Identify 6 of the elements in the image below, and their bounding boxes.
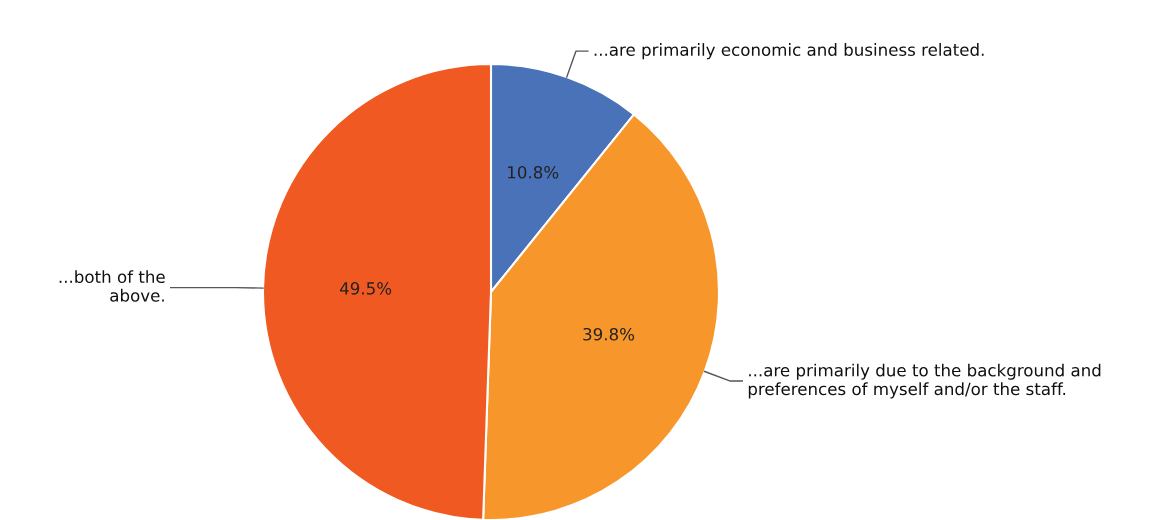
data-label: 10.8% (508, 165, 559, 179)
data-label: 49.5% (339, 282, 392, 295)
slice-label: ...are primarily economic and business related. (594, 43, 984, 60)
slice-label: ...are primarily due to the background and preferences of myself and/or the staff. (748, 363, 1101, 399)
slice-label: ...both of the above. (59, 270, 165, 302)
data-label: 39.8% (583, 327, 635, 341)
